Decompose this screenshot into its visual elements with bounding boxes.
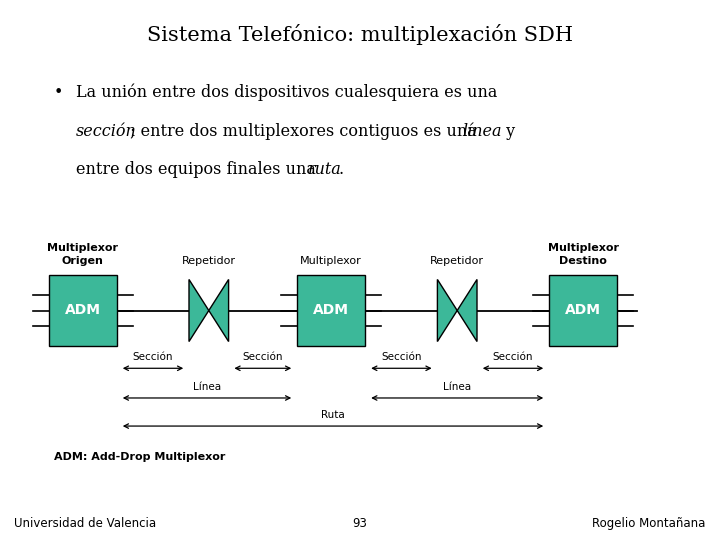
- Text: .: .: [338, 161, 344, 178]
- Text: •: •: [54, 84, 63, 100]
- Polygon shape: [189, 280, 209, 342]
- Text: Universidad de Valencia: Universidad de Valencia: [14, 517, 156, 530]
- Text: Rogelio Montañana: Rogelio Montañana: [593, 517, 706, 530]
- FancyBboxPatch shape: [549, 275, 618, 346]
- Text: entre dos equipos finales una: entre dos equipos finales una: [76, 161, 320, 178]
- FancyBboxPatch shape: [49, 275, 117, 346]
- Text: Sistema Telefónico: multiplexación SDH: Sistema Telefónico: multiplexación SDH: [147, 24, 573, 45]
- Text: Sección: Sección: [243, 352, 283, 362]
- Text: Repetidor: Repetidor: [431, 255, 484, 266]
- Text: ADM: ADM: [313, 303, 349, 318]
- Text: y: y: [501, 123, 516, 139]
- Polygon shape: [438, 280, 457, 342]
- Text: Ruta: Ruta: [321, 409, 345, 420]
- Text: Sección: Sección: [132, 352, 174, 362]
- Text: Sección: Sección: [492, 352, 534, 362]
- Text: 93: 93: [353, 517, 367, 530]
- Text: Línea: Línea: [193, 381, 221, 391]
- Text: Multiplexor
Origen: Multiplexor Origen: [48, 244, 118, 266]
- Text: Línea: Línea: [443, 381, 472, 391]
- Text: Multiplexor: Multiplexor: [300, 255, 362, 266]
- Text: sección: sección: [76, 123, 136, 139]
- Polygon shape: [457, 280, 477, 342]
- FancyBboxPatch shape: [297, 275, 366, 346]
- Polygon shape: [209, 280, 229, 342]
- Text: ruta: ruta: [307, 161, 341, 178]
- Text: ADM: ADM: [65, 303, 101, 318]
- Text: Sección: Sección: [381, 352, 422, 362]
- Text: línea: línea: [462, 123, 502, 139]
- Text: ADM: ADM: [565, 303, 601, 318]
- Text: ; entre dos multiplexores contiguos es una: ; entre dos multiplexores contiguos es u…: [130, 123, 482, 139]
- Text: ADM: Add-Drop Multiplexor: ADM: Add-Drop Multiplexor: [54, 452, 225, 462]
- Text: Repetidor: Repetidor: [181, 255, 236, 266]
- Text: La unión entre dos dispositivos cualesquiera es una: La unión entre dos dispositivos cualesqu…: [76, 84, 497, 101]
- Text: Multiplexor
Destino: Multiplexor Destino: [548, 244, 618, 266]
